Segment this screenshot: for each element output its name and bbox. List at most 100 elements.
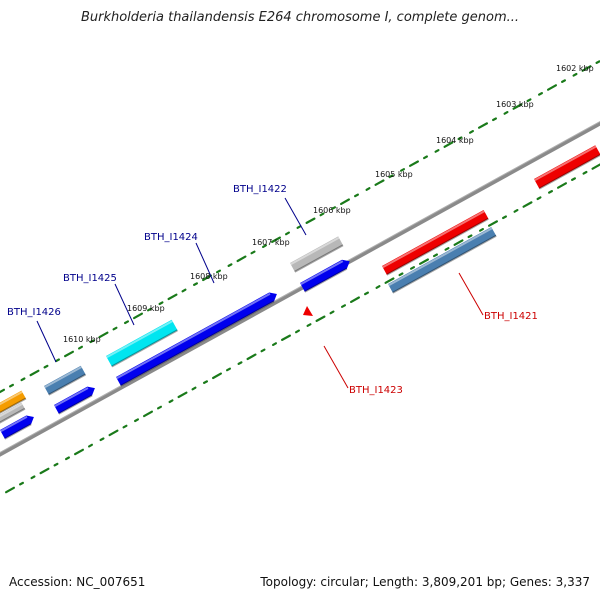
feature-track <box>0 145 600 440</box>
tick-mark <box>581 65 592 72</box>
scale-label: 1608 kbp <box>190 272 228 281</box>
gene-cyan <box>106 319 178 368</box>
gene-highlight <box>0 403 23 418</box>
tick-mark <box>227 263 233 267</box>
tick-mark <box>237 361 243 365</box>
tick-mark <box>216 269 221 274</box>
scale-label: 1604 kbp <box>436 136 474 145</box>
gene-shadow <box>304 267 348 293</box>
tick-mark <box>250 250 256 255</box>
tick-mark <box>236 255 247 263</box>
tick-mark <box>226 367 231 372</box>
gene-highlight <box>0 391 23 406</box>
tick-mark <box>272 342 277 346</box>
tick-mark <box>193 282 198 286</box>
gene-body <box>382 210 489 275</box>
tick-mark <box>595 60 600 65</box>
tick-mark <box>502 215 507 220</box>
tick-mark <box>536 196 542 201</box>
tick-mark <box>526 98 532 103</box>
tick-mark <box>20 377 26 382</box>
tick-mark <box>364 291 369 296</box>
tick-mark <box>54 358 61 363</box>
tick-mark <box>99 437 105 442</box>
tick-mark <box>350 296 360 303</box>
callout-line <box>36 320 57 363</box>
tick-mark <box>98 331 109 339</box>
tick-mark <box>87 443 94 448</box>
gene-label-bth_i1424: BTH_I1424 <box>144 232 198 243</box>
tick-mark <box>434 149 440 153</box>
tick-mark <box>53 462 59 467</box>
gene-label-bth_i1423: BTH_I1423 <box>349 385 403 396</box>
tick-mark <box>260 348 266 353</box>
scale-label: 1607 kbp <box>252 238 290 247</box>
tick-mark <box>73 448 85 456</box>
gene-highlight <box>44 366 82 389</box>
tick-mark <box>388 174 394 179</box>
gene-body <box>44 365 86 395</box>
gene-highlight <box>0 415 28 433</box>
tick-mark <box>329 310 335 315</box>
tick-mark <box>296 225 302 229</box>
gene-gray-small <box>0 402 26 424</box>
tick-mark <box>570 177 577 181</box>
tick-mark <box>560 79 567 84</box>
gene-body <box>0 415 34 439</box>
tick-mark <box>319 212 325 217</box>
gene-shadow <box>0 407 26 424</box>
tick-mark <box>112 326 118 331</box>
gene-body <box>0 402 25 423</box>
tick-mark <box>9 383 14 388</box>
tick-mark <box>453 239 464 246</box>
tick-mark <box>108 429 119 437</box>
outer-tick-track <box>0 60 600 394</box>
gene-shadow <box>0 397 27 414</box>
tick-mark <box>77 345 84 350</box>
tick-mark <box>591 163 600 170</box>
tick-mark <box>43 364 49 369</box>
gene-blue-1 <box>0 415 34 440</box>
tick-mark <box>398 272 404 277</box>
gene-label-bth_i1422: BTH_I1422 <box>233 184 287 195</box>
tick-mark <box>158 301 164 306</box>
gene-body <box>290 236 343 272</box>
tick-mark <box>212 372 222 380</box>
tick-mark <box>331 206 336 210</box>
gene-gray-1 <box>290 236 344 273</box>
tick-mark <box>409 160 419 167</box>
tick-mark <box>306 323 312 327</box>
tick-mark <box>522 201 533 208</box>
tick-mark <box>556 182 568 189</box>
tick-mark <box>340 198 350 205</box>
tick-mark <box>89 339 95 344</box>
tick-mark <box>64 456 71 461</box>
tick-mark <box>479 228 484 232</box>
gene-highlight <box>106 320 173 359</box>
tick-mark <box>30 475 36 480</box>
tick-mark <box>177 391 188 399</box>
tick-mark <box>191 386 197 391</box>
tick-mark <box>147 307 152 312</box>
tick-mark <box>295 329 300 334</box>
gene-body <box>116 292 277 386</box>
gene-shadow <box>111 329 178 368</box>
tick-mark <box>365 187 371 191</box>
gene-highlight <box>54 387 89 408</box>
tick-mark <box>433 253 438 258</box>
gene-blue-3 <box>300 259 350 293</box>
genome-summary-text: Topology: circular; Length: 3,809,201 bp… <box>260 575 590 589</box>
gene-body <box>300 259 350 292</box>
tick-mark <box>262 244 267 248</box>
label-callouts <box>36 197 484 389</box>
tick-mark <box>537 91 544 96</box>
tick-mark <box>384 277 395 284</box>
gene-label-bth_i1426: BTH_I1426 <box>7 307 61 318</box>
gene-red-long <box>382 210 489 276</box>
tick-mark <box>202 274 212 282</box>
scale-label: 1610 kbp <box>63 335 101 344</box>
scale-labels: 1602 kbp 1603 kbp 1604 kbp 1605 kbp 1606 kbp… <box>63 64 594 344</box>
tick-mark <box>582 170 588 175</box>
scale-label: 1603 kbp <box>496 100 534 109</box>
